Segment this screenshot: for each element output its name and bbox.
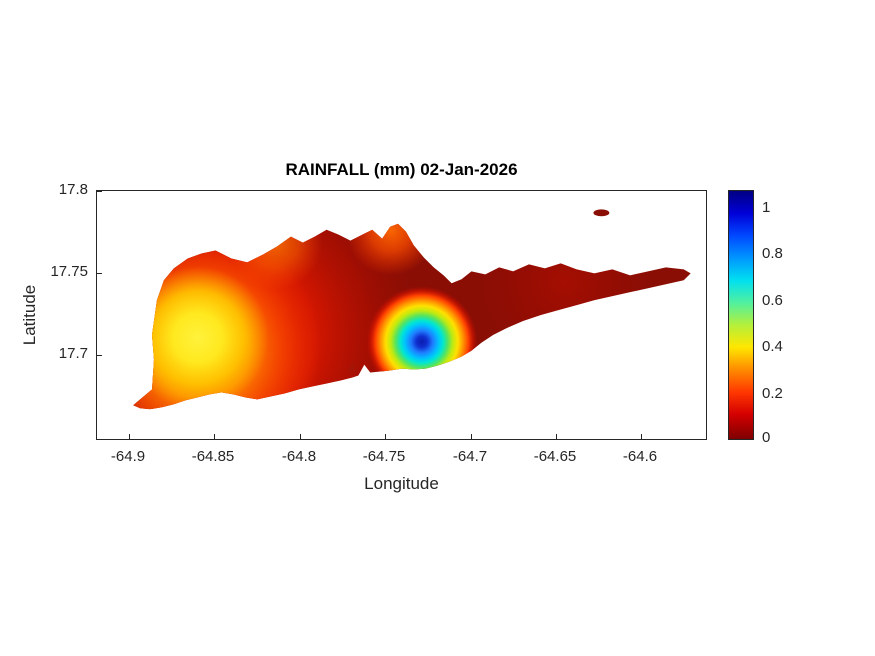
colorbar-tick-label: 0: [762, 429, 771, 446]
plot-area: [96, 190, 707, 440]
x-tick-label: -64.9: [110, 448, 146, 465]
y-tick-label: 17.75: [50, 263, 88, 280]
colorbar-tick-label: 1: [762, 199, 771, 216]
y-tick-label: 17.7: [58, 345, 88, 362]
colorbar-tick-label: 0.8: [762, 245, 783, 262]
y-tick-label: 17.8: [58, 181, 88, 198]
colorbar-tick-label: 0.2: [762, 385, 783, 402]
tick-mark: [97, 191, 102, 192]
tick-mark: [97, 355, 102, 356]
y-axis-label: Latitude: [20, 284, 39, 346]
tick-mark: [129, 434, 130, 439]
x-tick-label: -64.65: [533, 448, 577, 465]
x-tick-label: -64.75: [362, 448, 406, 465]
tick-mark: [300, 434, 301, 439]
colorbar-tick-label: 0.6: [762, 292, 783, 309]
x-axis-label: Longitude: [364, 474, 439, 493]
south-coast-islet-fragment: [347, 361, 358, 373]
x-tick-label: -64.85: [191, 448, 235, 465]
island-rainfall-surface: [133, 223, 691, 410]
tick-mark: [97, 273, 102, 274]
tick-mark: [471, 434, 472, 439]
rainfall-map-svg: [133, 209, 691, 410]
tick-mark: [641, 434, 642, 439]
peak-rainfall-hotspot: [133, 223, 691, 410]
tick-mark: [214, 434, 215, 439]
chart-title: RAINFALL (mm) 02-Jan-2026: [285, 160, 518, 179]
x-tick-label: -64.7: [452, 448, 488, 465]
tick-mark: [385, 434, 386, 439]
colorbar: [728, 190, 754, 440]
northeast-islet: [593, 209, 610, 217]
x-tick-label: -64.6: [622, 448, 658, 465]
tick-mark: [556, 434, 557, 439]
x-tick-label: -64.8: [281, 448, 317, 465]
colorbar-tick-label: 0.4: [762, 338, 783, 355]
